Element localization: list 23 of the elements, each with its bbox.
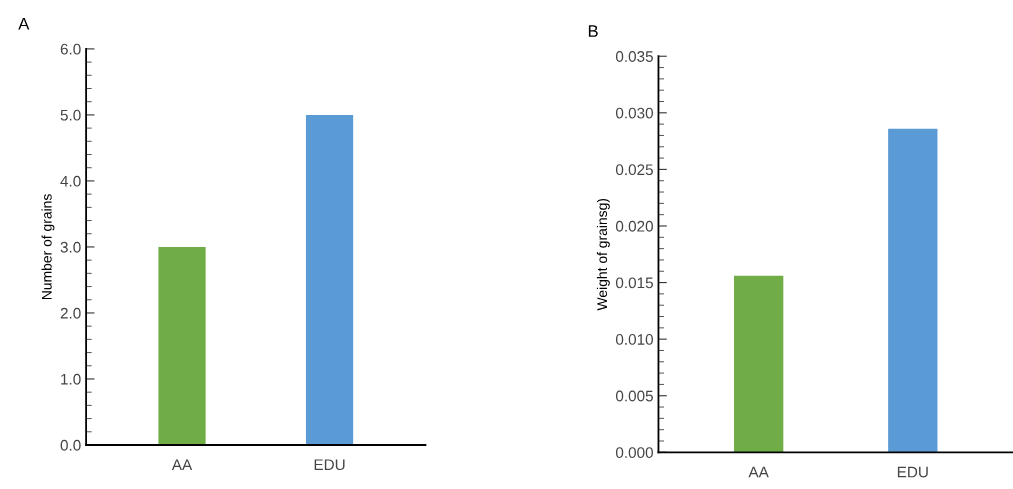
x-tick-label: AA — [171, 459, 193, 470]
y-axis-title: Number of grains — [41, 194, 55, 300]
y-tick-label: 0.000 — [615, 447, 653, 459]
y-tick-label: 5.0 — [60, 109, 81, 121]
x-tick-label: EDU — [897, 466, 928, 478]
y-axis-title: Weight of grainsg) — [596, 198, 610, 311]
chart-title: A — [18, 17, 30, 30]
y-tick-label: 0.030 — [615, 107, 653, 119]
chart-title: B — [588, 25, 598, 37]
y-tick-label: 3.0 — [60, 241, 81, 253]
y-tick-label: 6.0 — [60, 43, 81, 55]
y-tick-label: 0.015 — [615, 277, 653, 289]
y-tick-label: 0.0 — [60, 439, 81, 451]
y-tick-label: 2.0 — [60, 307, 81, 319]
x-tick-label: EDU — [314, 459, 345, 471]
y-tick-label: 0.025 — [615, 164, 653, 176]
y-tick-label: 0.005 — [615, 390, 653, 402]
y-tick-label: 1.0 — [61, 373, 81, 385]
y-tick-label: 0.010 — [615, 334, 653, 345]
y-tick-label: 0.035 — [615, 51, 653, 62]
y-tick-label: 4.0 — [60, 175, 81, 187]
y-tick-label: 0.020 — [615, 220, 653, 232]
x-tick-label: AA — [748, 466, 769, 478]
